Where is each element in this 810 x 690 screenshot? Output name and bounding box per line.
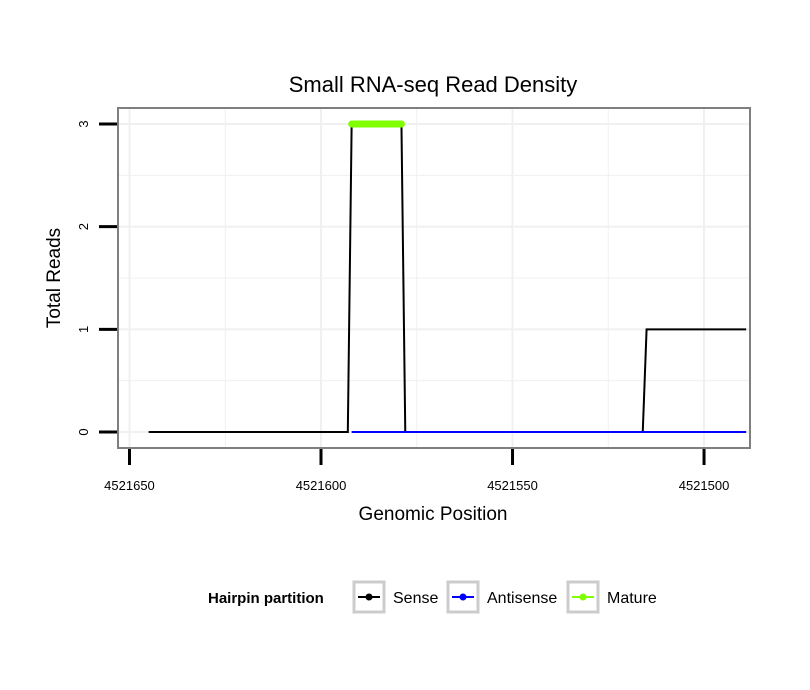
- x-tick-label: 4521600: [296, 478, 347, 493]
- legend-key-point: [365, 593, 373, 601]
- y-tick-label: 3: [76, 120, 91, 127]
- series-sense: [148, 123, 747, 433]
- y-axis-label: Total Reads: [44, 228, 65, 328]
- x-tick-label: 4521500: [679, 478, 730, 493]
- legend-label: Antisense: [487, 590, 557, 607]
- legend-item-sense: Sense: [352, 580, 438, 614]
- x-tick-label: 4521650: [104, 478, 155, 493]
- legend-key-point: [579, 593, 587, 601]
- x-tick-label: 4521550: [487, 478, 538, 493]
- y-tick-label: 1: [76, 326, 91, 333]
- legend-items: Sense Antisense Mature: [352, 580, 657, 614]
- grid: [118, 108, 750, 448]
- legend-label: Sense: [393, 590, 438, 607]
- legend-label: Mature: [607, 590, 657, 607]
- legend: Hairpin partition Sense Antisense Mature: [208, 580, 657, 614]
- y-axis: 0 1 2 3: [76, 120, 117, 436]
- legend-item-antisense: Antisense: [446, 580, 557, 614]
- x-axis: 4521650 4521600 4521550 4521500: [104, 449, 729, 493]
- legend-key-point: [459, 593, 467, 601]
- series-layer: [148, 120, 747, 433]
- legend-title: Hairpin partition: [208, 590, 324, 607]
- y-tick-label: 2: [76, 223, 91, 230]
- chart-title: Small RNA-seq Read Density: [289, 72, 578, 97]
- plot-panel-border: [117, 107, 751, 449]
- x-axis-label: Genomic Position: [359, 504, 508, 525]
- legend-item-mature: Mature: [566, 580, 657, 614]
- y-tick-label: 0: [76, 428, 91, 435]
